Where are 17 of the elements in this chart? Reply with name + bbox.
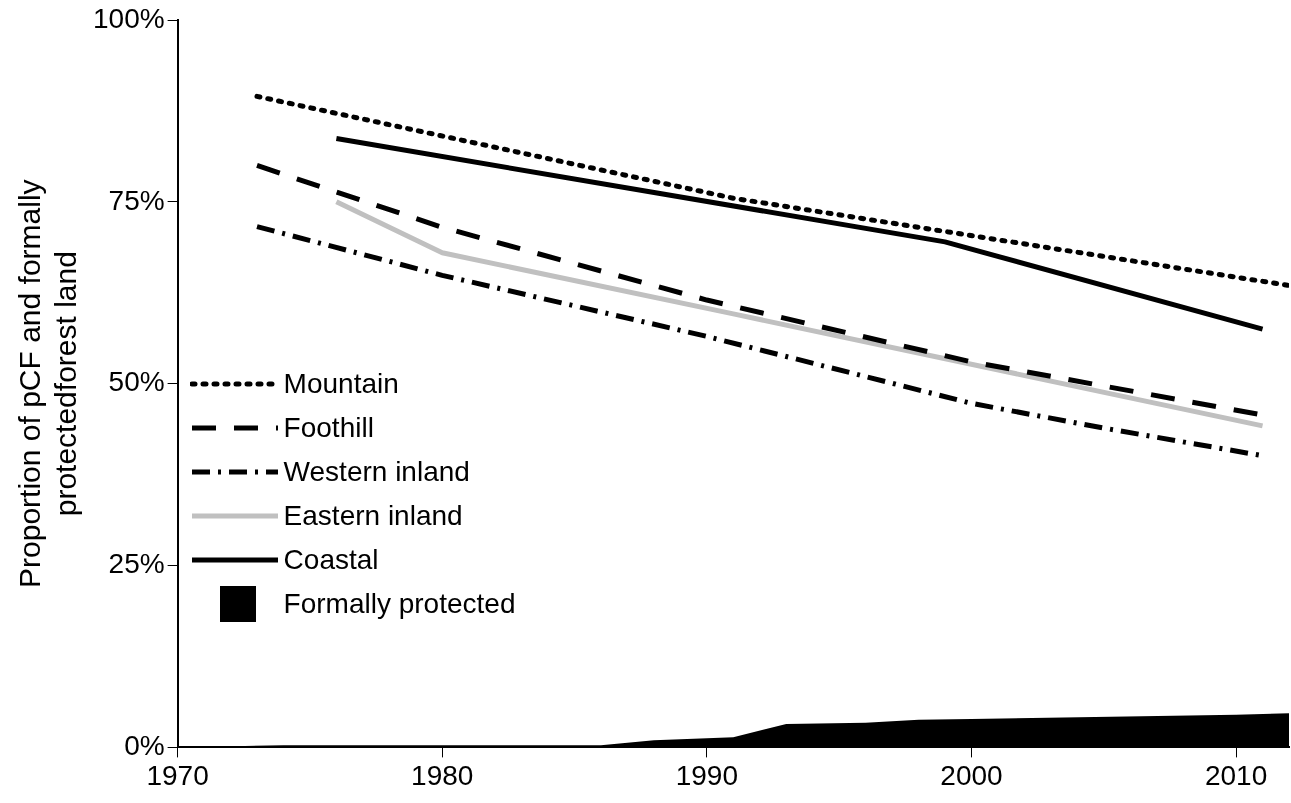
x-tick-label: 1970 xyxy=(146,759,209,791)
x-tick-label: 2010 xyxy=(1204,759,1268,791)
legend-label: Mountain xyxy=(283,367,399,400)
legend-label: Formally protected xyxy=(283,587,516,620)
y-tick-label: 100% xyxy=(92,2,165,34)
y-axis-title: Proportion of pCF and formally protectedforest land xyxy=(13,179,83,588)
y-tick-label: 75% xyxy=(108,184,165,216)
y-tick-label: 50% xyxy=(108,366,165,398)
legend-label: Coastal xyxy=(283,543,379,576)
x-tick-label: 2000 xyxy=(940,759,1003,791)
y-tick-label: 25% xyxy=(108,548,165,580)
y-tick-label: 0% xyxy=(124,730,165,762)
legend-label: Eastern inland xyxy=(283,499,463,532)
legend-label: Western inland xyxy=(283,455,470,488)
x-tick-label: 1980 xyxy=(411,759,474,791)
x-tick-label: 1990 xyxy=(675,759,738,791)
legend-label: Foothill xyxy=(283,411,374,444)
